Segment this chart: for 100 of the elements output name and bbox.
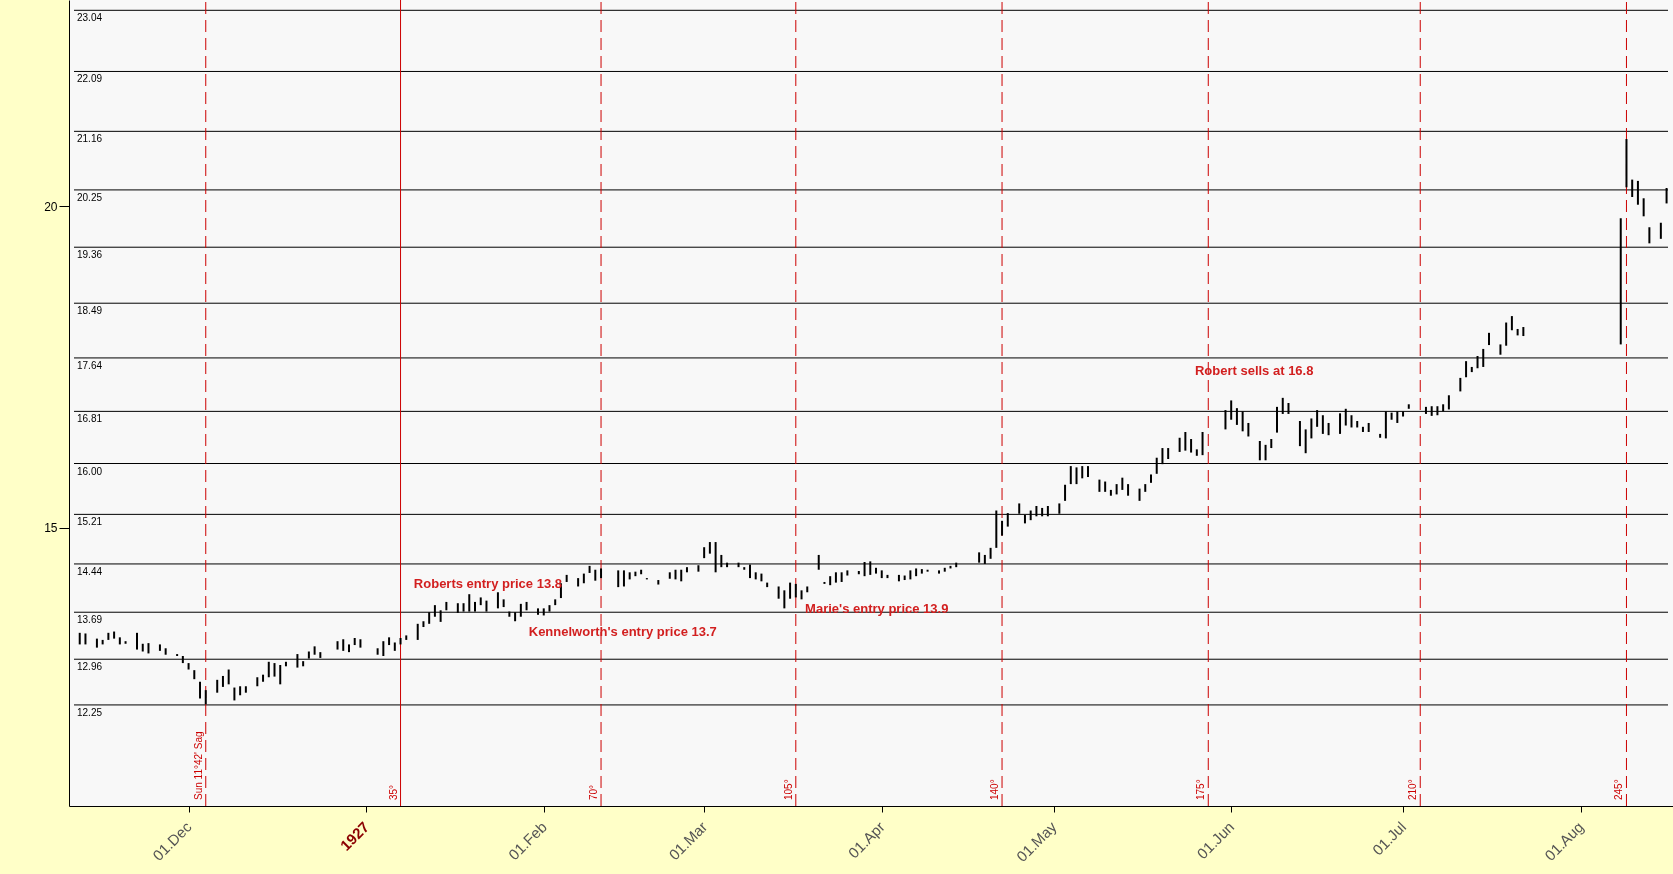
ref-line-label: 23.04 — [77, 12, 103, 24]
bar — [915, 568, 918, 577]
bar — [1115, 484, 1118, 495]
bar — [267, 661, 270, 678]
ref-line-label: 15.21 — [77, 516, 103, 528]
y-tick-label: 15 — [44, 521, 58, 536]
bar — [1459, 377, 1462, 392]
bar — [187, 663, 190, 670]
bar — [342, 639, 345, 651]
ref-line-label: 140° — [989, 779, 1001, 800]
bar — [221, 675, 224, 687]
bar — [262, 674, 265, 682]
bar — [405, 635, 408, 640]
bar — [783, 590, 786, 609]
bar — [703, 547, 706, 559]
bar — [880, 570, 883, 579]
bar — [777, 586, 780, 599]
bar — [834, 572, 837, 583]
bar — [1184, 431, 1187, 451]
ref-line-label: 16.81 — [77, 413, 103, 425]
bar — [502, 599, 505, 608]
ref-line-label: 12.25 — [77, 706, 103, 718]
bar — [1138, 488, 1141, 501]
bar — [1465, 361, 1468, 378]
bar — [199, 681, 202, 699]
ref-line-label: 13.69 — [77, 614, 103, 626]
bar — [1642, 198, 1645, 217]
bar — [920, 569, 923, 574]
bar — [216, 679, 219, 693]
bar — [1167, 448, 1170, 460]
bar — [554, 599, 557, 606]
ref-line-label: Sun 11°42' Sag — [192, 731, 204, 800]
ref-line-label: 105° — [782, 779, 794, 800]
bar — [227, 669, 230, 685]
bar — [1367, 422, 1370, 432]
bar — [1270, 439, 1273, 449]
bar — [1075, 467, 1078, 485]
bar — [164, 648, 167, 655]
bar — [840, 572, 843, 582]
bar — [846, 570, 849, 576]
bar — [989, 547, 992, 559]
bar — [760, 573, 763, 582]
ref-line-label: 18.49 — [77, 305, 103, 317]
bar — [525, 601, 528, 611]
ref-line-label: 19.36 — [77, 249, 103, 261]
bar — [680, 569, 683, 582]
bar — [909, 570, 912, 580]
bar — [1505, 322, 1508, 346]
bar — [565, 574, 568, 582]
bar — [118, 637, 121, 645]
bar — [388, 637, 391, 646]
bar — [1127, 484, 1130, 496]
bar — [1247, 422, 1250, 437]
bar — [1648, 227, 1651, 244]
bar — [1201, 431, 1204, 456]
bar — [376, 648, 379, 655]
bar — [577, 578, 580, 587]
ref-line-label: 22.09 — [77, 73, 103, 85]
bar — [147, 643, 150, 654]
bar — [708, 542, 711, 554]
bar — [1407, 404, 1410, 409]
bar — [628, 572, 631, 580]
bar — [279, 665, 282, 685]
bar — [897, 574, 900, 582]
bar — [794, 583, 797, 598]
ref-line-label: 70° — [588, 784, 600, 800]
bar — [1659, 222, 1662, 239]
bar — [743, 567, 746, 570]
bar — [657, 580, 660, 585]
ref-line-label: 14.44 — [77, 565, 103, 577]
bar — [1499, 344, 1502, 355]
bar — [1098, 479, 1101, 492]
bar — [1304, 429, 1307, 454]
bar — [382, 641, 385, 656]
bar — [445, 601, 448, 611]
annotation: Robert sells at 16.8 — [1194, 363, 1314, 379]
bar — [1144, 484, 1147, 492]
bar — [193, 670, 196, 680]
bar — [107, 632, 110, 640]
bar — [479, 597, 482, 606]
bar — [754, 572, 757, 580]
bar — [622, 570, 625, 587]
annotation: Roberts entry price 13.8 — [413, 576, 562, 592]
bar — [1264, 444, 1267, 461]
bar — [943, 567, 946, 572]
bar — [674, 569, 677, 580]
bar — [113, 631, 116, 639]
bar — [886, 574, 889, 579]
bar — [1149, 474, 1152, 483]
bar — [1350, 415, 1353, 428]
bar — [1447, 395, 1450, 410]
bar — [1298, 421, 1301, 447]
bar — [136, 632, 139, 650]
bar — [1064, 484, 1067, 501]
bar — [617, 570, 620, 588]
bar — [84, 633, 87, 645]
bar — [124, 641, 127, 644]
bar — [393, 642, 396, 651]
bar — [1327, 422, 1330, 436]
bar — [875, 567, 878, 574]
